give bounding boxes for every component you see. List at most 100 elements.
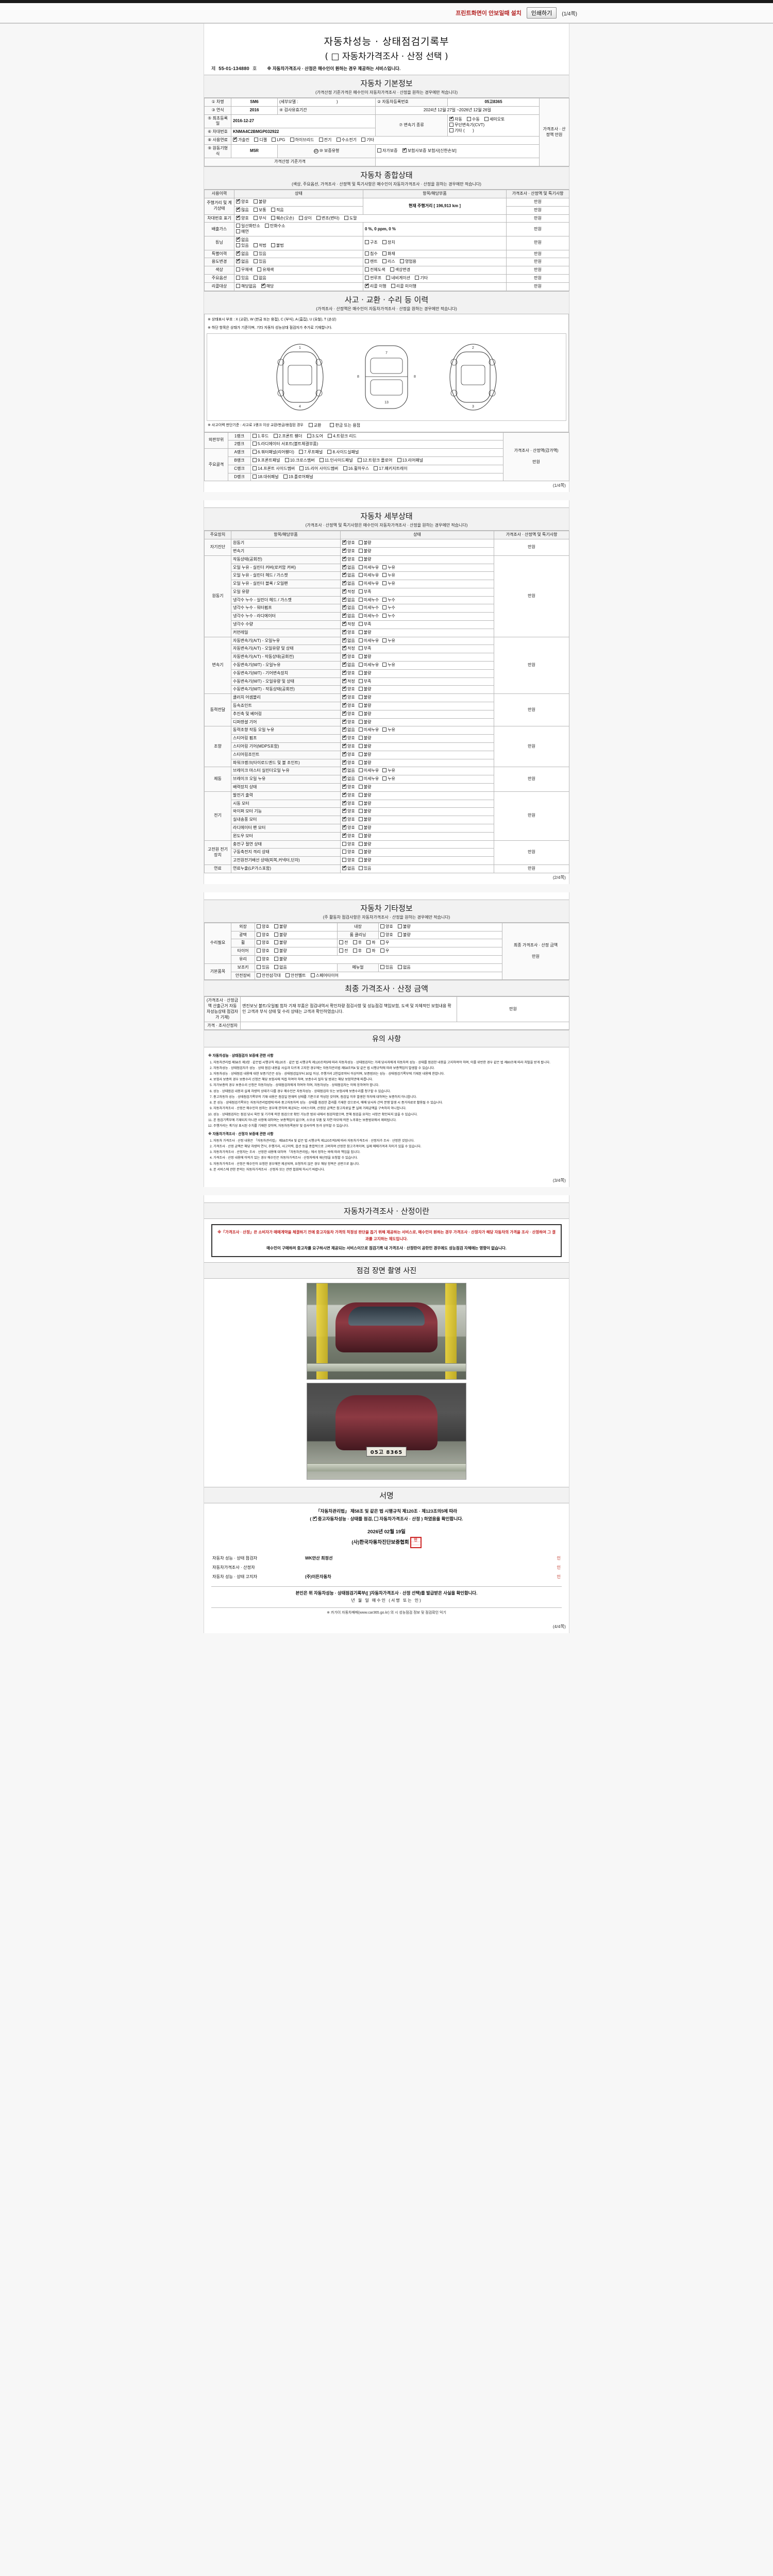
rank-item[interactable]: 15.리어 사이드멤버 bbox=[299, 466, 338, 472]
checkbox-icon[interactable] bbox=[253, 199, 258, 204]
checkbox-checked-icon[interactable] bbox=[342, 735, 347, 740]
checkbox-icon[interactable] bbox=[328, 433, 332, 438]
detail-opt-양호[interactable]: 양호 bbox=[342, 751, 355, 758]
detail-opt-불량[interactable]: 불량 bbox=[358, 736, 371, 741]
detail-opt-누수[interactable]: 누수 bbox=[382, 605, 395, 611]
detail-opt-양호[interactable]: 양호 bbox=[342, 759, 355, 766]
checkbox-icon[interactable] bbox=[366, 948, 371, 953]
tuning-structure[interactable]: 구조 bbox=[365, 240, 378, 246]
checkbox-icon[interactable] bbox=[316, 215, 321, 220]
detail-opt-양호[interactable]: 양호 bbox=[342, 556, 355, 563]
emission-smoke[interactable]: 매연 bbox=[236, 229, 249, 235]
recall-applicable[interactable]: 해당 bbox=[261, 283, 274, 290]
detail-opt-적정[interactable]: 적정 bbox=[342, 678, 355, 685]
checkbox-icon[interactable] bbox=[290, 137, 294, 142]
checkbox-checked-icon[interactable] bbox=[342, 670, 347, 675]
wheel-right[interactable]: 우 bbox=[380, 940, 389, 946]
cleaning-bad[interactable]: 불량 bbox=[397, 932, 411, 938]
detail-opt-불량[interactable]: 불량 bbox=[358, 825, 371, 831]
checkbox-icon[interactable] bbox=[253, 457, 257, 462]
detail-opt-불량[interactable]: 불량 bbox=[358, 785, 371, 790]
checkbox-checked-icon[interactable] bbox=[342, 751, 347, 756]
detail-opt-양호[interactable]: 양호 bbox=[342, 784, 355, 790]
checkbox-icon[interactable] bbox=[352, 940, 357, 945]
detail-opt-양호[interactable]: 양호 bbox=[342, 702, 355, 709]
rank-item[interactable]: 16.휠하우스 bbox=[343, 466, 369, 472]
mainopt-other[interactable]: 기타 bbox=[415, 275, 428, 281]
checkbox-icon[interactable] bbox=[274, 932, 278, 937]
checkbox-icon[interactable] bbox=[358, 695, 363, 700]
checkbox-icon[interactable] bbox=[399, 259, 404, 264]
checkbox-checked-icon[interactable] bbox=[342, 800, 347, 805]
vin-damage[interactable]: 훼손(오손) bbox=[271, 215, 294, 222]
checkbox-icon[interactable] bbox=[358, 654, 363, 659]
checkbox-icon[interactable] bbox=[257, 940, 261, 945]
detail-opt-양호[interactable]: 양호 bbox=[342, 800, 355, 807]
recall-done[interactable]: 리콜 이행 bbox=[365, 283, 386, 290]
detail-opt-부족[interactable]: 부족 bbox=[358, 679, 371, 685]
checkbox-icon[interactable] bbox=[358, 760, 363, 765]
detail-opt-없음[interactable]: 없음 bbox=[342, 637, 355, 644]
checkbox-icon[interactable] bbox=[358, 736, 363, 740]
checkbox-icon[interactable] bbox=[382, 565, 387, 569]
checkbox-icon[interactable] bbox=[274, 964, 278, 969]
checkbox-checked-icon[interactable] bbox=[342, 865, 347, 870]
detail-opt-양호[interactable]: 양호 bbox=[342, 841, 355, 848]
detail-opt-누유[interactable]: 누유 bbox=[382, 768, 395, 774]
sparekey-yes[interactable]: 있음 bbox=[257, 964, 270, 971]
checkbox-icon[interactable] bbox=[274, 940, 278, 945]
detail-opt-누유[interactable]: 누유 bbox=[382, 581, 395, 587]
checkbox-icon[interactable] bbox=[339, 940, 343, 945]
checkbox-checked-icon[interactable] bbox=[312, 1516, 317, 1521]
checkbox-icon[interactable] bbox=[271, 207, 275, 212]
trans-opt-other[interactable]: 기타 ( ) bbox=[449, 128, 474, 134]
checkbox-icon[interactable] bbox=[358, 597, 363, 602]
checkbox-icon[interactable] bbox=[253, 275, 258, 280]
checkbox-icon[interactable] bbox=[344, 215, 348, 220]
warranty-opt-self[interactable]: 자가보증 bbox=[377, 148, 397, 154]
checkbox-icon[interactable] bbox=[380, 940, 384, 945]
trans-opt-manual[interactable]: 수동 bbox=[466, 117, 480, 123]
special-yes[interactable]: 있음 bbox=[253, 251, 266, 257]
checkbox-checked-icon[interactable] bbox=[342, 556, 347, 561]
detail-opt-불량[interactable]: 불량 bbox=[358, 654, 371, 660]
checkbox-checked-icon[interactable] bbox=[449, 116, 454, 122]
usage-yes[interactable]: 있음 bbox=[253, 259, 266, 265]
checkbox-checked-icon[interactable] bbox=[342, 604, 347, 610]
detail-opt-누수[interactable]: 누수 bbox=[382, 597, 395, 603]
checkbox-icon[interactable] bbox=[274, 956, 278, 961]
rank-item[interactable]: 6.쿼터패널(리어휀더) bbox=[253, 450, 294, 455]
checkbox-icon[interactable] bbox=[265, 224, 270, 228]
checkbox-checked-icon[interactable] bbox=[342, 572, 347, 578]
checkbox-icon[interactable] bbox=[449, 122, 453, 127]
detail-opt-누유[interactable]: 누유 bbox=[382, 573, 395, 579]
checkbox-icon[interactable] bbox=[257, 267, 262, 272]
checkbox-icon[interactable] bbox=[358, 752, 363, 756]
checkbox-icon[interactable] bbox=[358, 589, 363, 594]
detail-opt-없음[interactable]: 없음 bbox=[342, 767, 355, 774]
vin-good[interactable]: 양호 bbox=[236, 215, 249, 222]
checkbox-icon[interactable] bbox=[253, 207, 258, 212]
legend-exchange[interactable]: 교환 bbox=[308, 422, 321, 428]
rank-item[interactable]: 7.루프패널 bbox=[299, 450, 323, 455]
detail-opt-불량[interactable]: 불량 bbox=[358, 548, 371, 554]
checkbox-icon[interactable] bbox=[382, 240, 386, 245]
detail-opt-있음[interactable]: 있음 bbox=[358, 866, 371, 872]
usage-none[interactable]: 없음 bbox=[236, 258, 249, 265]
detail-opt-불량[interactable]: 불량 bbox=[358, 670, 371, 676]
detail-opt-없음[interactable]: 없음 bbox=[342, 613, 355, 619]
checkbox-icon[interactable] bbox=[273, 433, 278, 438]
checkbox-icon[interactable] bbox=[361, 137, 366, 142]
fuel-opt-electric[interactable]: 전기 bbox=[318, 137, 331, 143]
tuning-yes[interactable]: 있음 bbox=[236, 243, 249, 249]
detail-opt-양호[interactable]: 양호 bbox=[342, 808, 355, 815]
emission-co[interactable]: 일산화탄소 bbox=[236, 224, 260, 229]
checkbox-checked-icon[interactable] bbox=[236, 258, 241, 264]
checkbox-icon[interactable] bbox=[274, 924, 278, 928]
checkbox-icon[interactable] bbox=[382, 251, 386, 256]
checkbox-checked-icon[interactable] bbox=[342, 621, 347, 626]
fuel-opt-hybrid[interactable]: 하이브리드 bbox=[290, 137, 314, 143]
checkbox-icon[interactable] bbox=[327, 450, 332, 454]
rank-item[interactable]: 8.사이드실패널 bbox=[327, 450, 359, 455]
checkbox-icon[interactable] bbox=[253, 474, 257, 479]
